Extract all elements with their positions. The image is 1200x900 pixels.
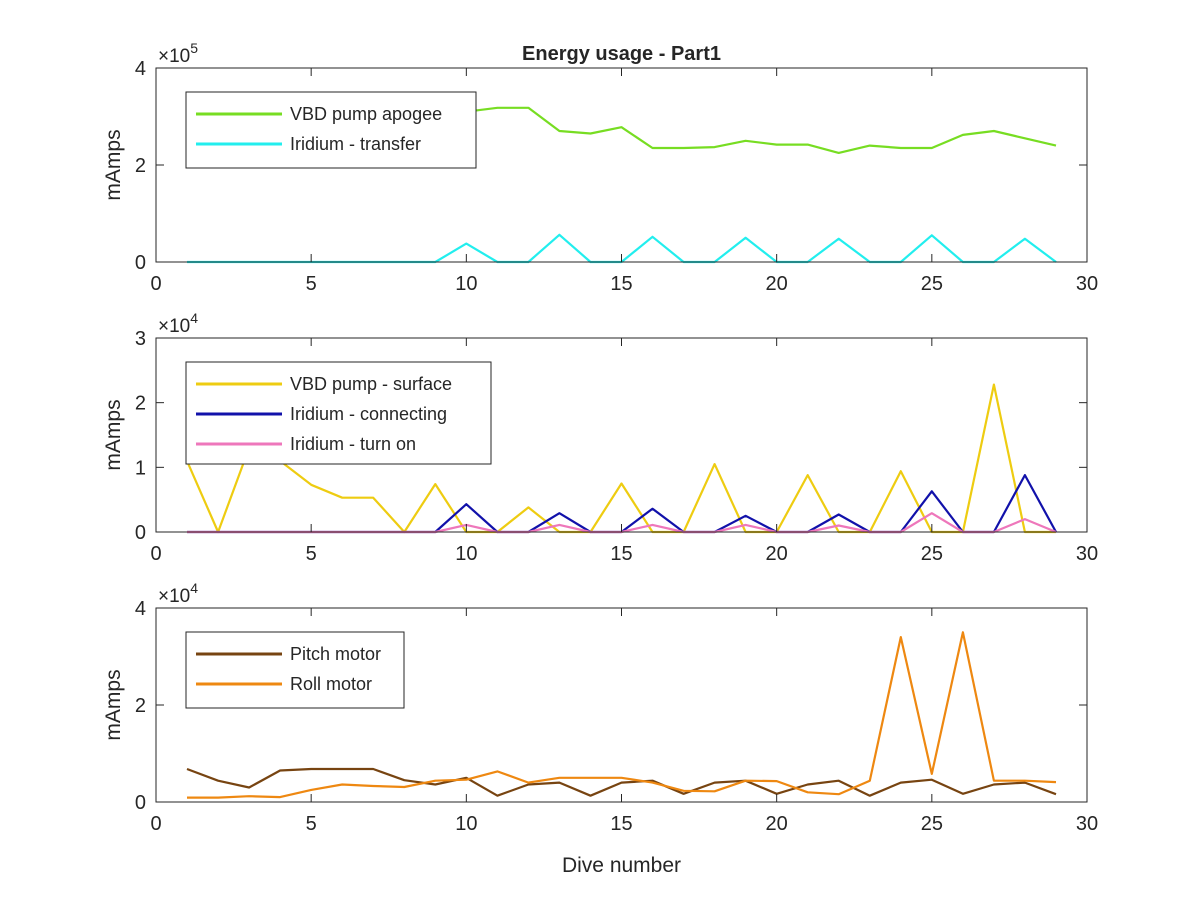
y-exponent-power: 5	[190, 40, 198, 56]
x-tick-label: 20	[766, 543, 788, 565]
legend-box	[185, 91, 477, 169]
y-exponent-label: ×105	[158, 40, 198, 67]
legend: Pitch motor Roll motor	[185, 631, 405, 709]
x-tick-label: 25	[921, 543, 943, 565]
y-axis-label: mAmps	[102, 669, 125, 740]
y-tick-label: 0	[135, 522, 146, 544]
series-line-roll-motor	[187, 631, 1057, 799]
legend-entry: Pitch motor	[290, 644, 381, 664]
y-tick-label: 4	[135, 598, 146, 620]
legend: VBD pump - surface Iridium - connecting Ir…	[185, 361, 492, 465]
y-exponent-power: 4	[190, 310, 198, 326]
legend: VBD pump apogee Iridium - transfer	[185, 91, 477, 169]
x-tick-label: 15	[610, 813, 632, 835]
x-axis-label: Dive number	[562, 854, 681, 877]
x-tick-label: 10	[455, 273, 477, 295]
y-tick-label: 4	[135, 58, 146, 80]
y-axis-label: mAmps	[102, 129, 125, 200]
series-line-pitch-motor	[186, 767, 1057, 797]
legend-entry: Iridium - transfer	[290, 134, 421, 154]
subplot-2: 0 5 10 15 20 25 30 0 1 2 3 ×104 mAmps VBD pump - surf…	[102, 310, 1098, 565]
legend-entry: VBD pump apogee	[290, 104, 442, 124]
series-line-vbd-pump-surface	[185, 383, 1056, 534]
y-exponent-base: ×10	[158, 316, 190, 337]
y-tick-label: 3	[135, 328, 146, 350]
y-tick-label: 0	[135, 252, 146, 274]
chart-title: Energy usage - Part1	[522, 43, 721, 65]
y-exponent-power: 4	[190, 580, 198, 596]
x-tick-label: 0	[150, 273, 161, 295]
x-tick-label: 30	[1076, 273, 1098, 295]
x-tick-label: 10	[455, 813, 477, 835]
y-tick-label: 1	[135, 457, 146, 479]
x-tick-label: 20	[766, 813, 788, 835]
x-tick-label: 20	[766, 273, 788, 295]
x-tick-label: 5	[306, 273, 317, 295]
y-exponent-label: ×104	[158, 580, 198, 607]
x-tick-label: 5	[306, 813, 317, 835]
x-tick-label: 0	[150, 543, 161, 565]
y-exponent-base: ×10	[158, 46, 190, 67]
legend-entry: VBD pump - surface	[290, 374, 452, 394]
y-tick-label: 0	[135, 792, 146, 814]
legend-box	[185, 631, 405, 709]
x-tick-label: 25	[921, 813, 943, 835]
x-tick-label: 30	[1076, 543, 1098, 565]
x-tick-label: 15	[610, 543, 632, 565]
x-tick-label: 10	[455, 543, 477, 565]
y-axis-label: mAmps	[102, 399, 125, 470]
legend-entry: Roll motor	[290, 674, 372, 694]
x-tick-label: 30	[1076, 813, 1098, 835]
y-tick-label: 2	[135, 393, 146, 415]
x-tick-label: 15	[610, 273, 632, 295]
x-tick-label: 25	[921, 273, 943, 295]
x-tick-label: 5	[306, 543, 317, 565]
y-tick-label: 2	[135, 155, 146, 177]
legend-entry: Iridium - connecting	[290, 404, 447, 424]
y-tick-label: 2	[135, 695, 146, 717]
y-exponent-label: ×104	[158, 310, 198, 337]
y-exponent-base: ×10	[158, 586, 190, 607]
legend-entry: Iridium - turn on	[290, 434, 416, 454]
x-tick-label: 0	[150, 813, 161, 835]
